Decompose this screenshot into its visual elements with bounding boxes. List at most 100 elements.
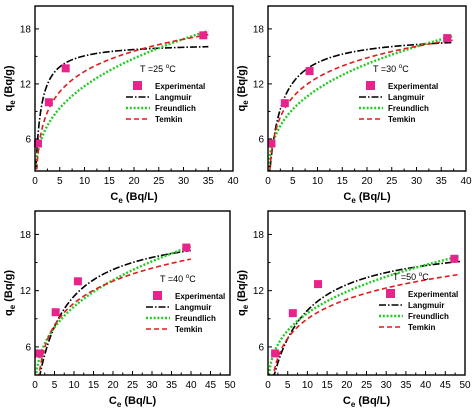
temperature-label: T =50 oC bbox=[393, 271, 429, 282]
x-axis-title-main: C bbox=[343, 191, 351, 203]
temperature-text: T =30 bbox=[373, 64, 399, 74]
experimental-point bbox=[271, 349, 280, 358]
y-tick-label: 6 bbox=[258, 342, 264, 353]
x-tick-label: 35 bbox=[436, 176, 448, 187]
x-tick-label: 5 bbox=[57, 176, 63, 187]
x-tick-label: 40 bbox=[460, 176, 472, 187]
y-axis-title: qe (Bq/g) bbox=[236, 65, 250, 111]
legend-label: Freundlich bbox=[388, 104, 429, 113]
temperature-unit: C bbox=[169, 64, 176, 74]
temperature-degree: o bbox=[419, 271, 423, 278]
temperature-degree: o bbox=[186, 273, 190, 280]
y-tick-label: 12 bbox=[20, 286, 32, 297]
y-axis-title-sub: e bbox=[8, 304, 17, 309]
x-tick-label: 15 bbox=[337, 176, 349, 187]
y-axis-title: qe (Bq/g) bbox=[3, 65, 17, 111]
y-axis-title-main: q bbox=[3, 105, 15, 112]
y-axis-title: qe (Bq/g) bbox=[236, 270, 250, 316]
experimental-point bbox=[44, 98, 53, 107]
experimental-point bbox=[314, 280, 323, 289]
experimental-point bbox=[61, 64, 70, 73]
legend-label: Langmuir bbox=[155, 93, 191, 102]
y-axis-title-sub: e bbox=[241, 100, 250, 105]
x-axis-title-main: C bbox=[109, 395, 117, 407]
x-axis-title: Ce (Bq/L) bbox=[110, 191, 158, 205]
curves bbox=[268, 255, 461, 375]
y-axis-title-rest: (Bq/g) bbox=[3, 270, 15, 305]
legend-marker-experimental bbox=[133, 81, 142, 90]
legend-label: Freundlich bbox=[175, 314, 216, 323]
experimental-point bbox=[450, 254, 459, 263]
y-axis-title-rest: (Bq/g) bbox=[3, 65, 15, 100]
x-axis-title-sub: e bbox=[117, 400, 122, 409]
legend-label: Freundlich bbox=[155, 104, 196, 113]
x-axis-title-rest: (Bq/L) bbox=[121, 395, 156, 407]
experimental-point bbox=[73, 277, 82, 286]
y-axis-title-sub: e bbox=[241, 304, 250, 309]
temperature-text: T =25 bbox=[140, 64, 166, 74]
x-axis-title-main: C bbox=[343, 395, 351, 407]
experimental-point bbox=[443, 34, 452, 43]
x-tick-label: 20 bbox=[128, 176, 140, 187]
legend-marker-experimental bbox=[386, 289, 395, 298]
y-tick-label: 18 bbox=[20, 24, 32, 35]
experimental-point bbox=[35, 349, 44, 358]
legend-label: Freundlich bbox=[408, 312, 449, 321]
x-tick-label: 40 bbox=[420, 380, 432, 391]
y-axis-title-rest: (Bq/g) bbox=[236, 270, 248, 305]
temperature-text: T =40 bbox=[160, 274, 186, 284]
curves bbox=[35, 245, 192, 375]
legend-label: Experimental bbox=[175, 292, 225, 301]
x-tick-label: 0 bbox=[32, 176, 38, 187]
curve-temkin bbox=[269, 39, 453, 171]
curve-freundlich bbox=[35, 29, 209, 171]
temperature-label: T =25 oC bbox=[140, 63, 176, 74]
y-tick-label: 18 bbox=[20, 230, 32, 241]
y-axis-title: qe (Bq/g) bbox=[3, 270, 17, 316]
y-axis-title-rest: (Bq/g) bbox=[236, 65, 248, 100]
x-tick-label: 50 bbox=[459, 380, 471, 391]
x-axis-title: Ce (Bq/L) bbox=[109, 395, 157, 409]
curve-temkin bbox=[272, 273, 461, 375]
legend-label: Temkin bbox=[175, 325, 203, 334]
x-tick-label: 45 bbox=[205, 380, 217, 391]
y-tick-label: 18 bbox=[253, 230, 265, 241]
y-axis-title-main: q bbox=[236, 105, 248, 112]
x-tick-label: 25 bbox=[127, 380, 139, 391]
legend-marker-experimental bbox=[366, 81, 375, 90]
x-axis-title-rest: (Bq/L) bbox=[355, 395, 390, 407]
x-tick-label: 10 bbox=[302, 380, 314, 391]
x-tick-label: 35 bbox=[400, 380, 412, 391]
x-tick-label: 10 bbox=[312, 176, 324, 187]
x-tick-label: 25 bbox=[386, 176, 398, 187]
x-axis-title-main: C bbox=[110, 191, 118, 203]
x-tick-label: 25 bbox=[153, 176, 165, 187]
y-tick-label: 6 bbox=[25, 342, 31, 353]
legend-label: Langmuir bbox=[388, 93, 424, 102]
curve-freundlich bbox=[35, 245, 192, 375]
legend: T =30 oC Experimental Langmuir Freundlich Te… bbox=[359, 63, 438, 124]
y-tick-label: 18 bbox=[253, 24, 265, 35]
legend: T =40 oC Experimental Langmuir Freundlich Te… bbox=[146, 273, 225, 334]
y-tick-label: 6 bbox=[258, 134, 264, 145]
y-tick-label: 12 bbox=[253, 79, 265, 90]
x-tick-label: 5 bbox=[285, 380, 291, 391]
y-tick-label: 6 bbox=[25, 134, 31, 145]
curve-freundlich bbox=[268, 35, 453, 171]
x-tick-label: 15 bbox=[322, 380, 334, 391]
x-tick-label: 30 bbox=[381, 380, 393, 391]
legend: T =25 oC Experimental Langmuir Freundlich Te… bbox=[126, 63, 205, 124]
experimental-point bbox=[288, 309, 297, 318]
experimental-point bbox=[199, 31, 208, 40]
curve-langmuir bbox=[273, 260, 461, 375]
temperature-unit: C bbox=[402, 64, 409, 74]
curve-temkin bbox=[38, 258, 192, 375]
experimental-point bbox=[305, 67, 314, 76]
x-tick-label: 30 bbox=[178, 176, 190, 187]
x-tick-label: 30 bbox=[146, 380, 158, 391]
y-axis-title-sub: e bbox=[8, 100, 17, 105]
x-tick-label: 10 bbox=[79, 176, 91, 187]
x-axis-title: Ce (Bq/L) bbox=[343, 191, 391, 205]
y-axis-title-main: q bbox=[236, 309, 248, 316]
